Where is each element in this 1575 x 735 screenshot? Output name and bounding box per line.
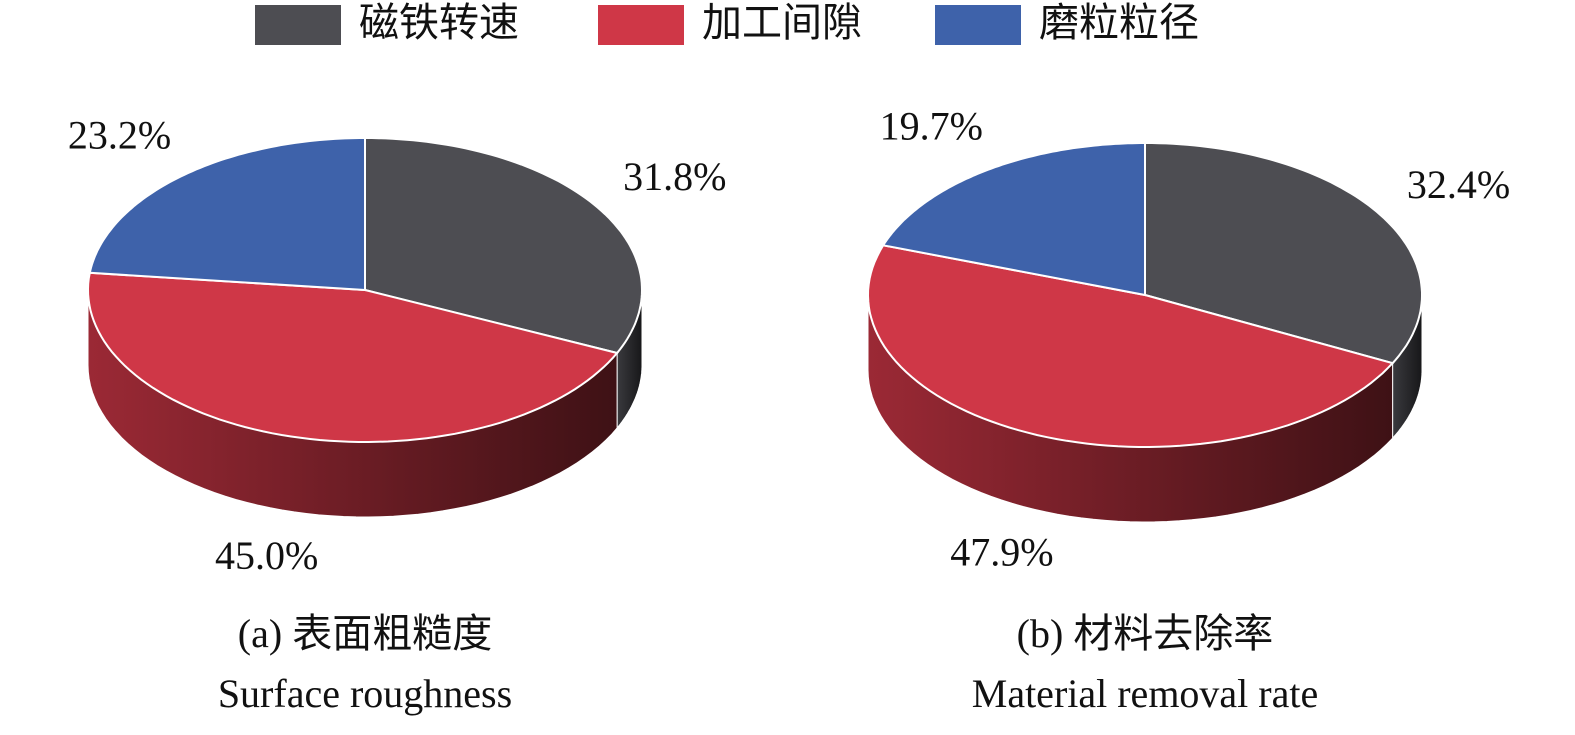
data-label: 45.0% xyxy=(215,533,318,578)
chart-subtitle: Surface roughness xyxy=(218,671,512,716)
chart-subtitle: Material removal rate xyxy=(972,671,1318,716)
legend-label: 加工间隙 xyxy=(702,0,862,45)
pie-slice xyxy=(88,137,366,292)
data-label: 31.8% xyxy=(623,154,726,199)
legend-swatch xyxy=(935,5,1021,45)
legend-label: 磨粒粒径 xyxy=(1039,0,1199,45)
pie-slice xyxy=(86,271,619,443)
data-label: 47.9% xyxy=(950,529,1053,574)
data-label: 32.4% xyxy=(1407,162,1510,207)
pie-slice xyxy=(1144,142,1423,365)
pie-slice xyxy=(866,244,1395,448)
chart-title: (b) 材料去除率 xyxy=(1017,611,1274,656)
pie-slice xyxy=(881,142,1146,297)
chart-title: (a) 表面粗糙度 xyxy=(238,611,492,656)
data-label: 23.2% xyxy=(68,112,171,157)
legend-swatch xyxy=(598,5,684,45)
pie-slice xyxy=(364,137,644,355)
legend-swatch xyxy=(255,5,341,45)
legend-label: 磁铁转速 xyxy=(359,0,519,45)
data-label: 19.7% xyxy=(880,103,983,148)
